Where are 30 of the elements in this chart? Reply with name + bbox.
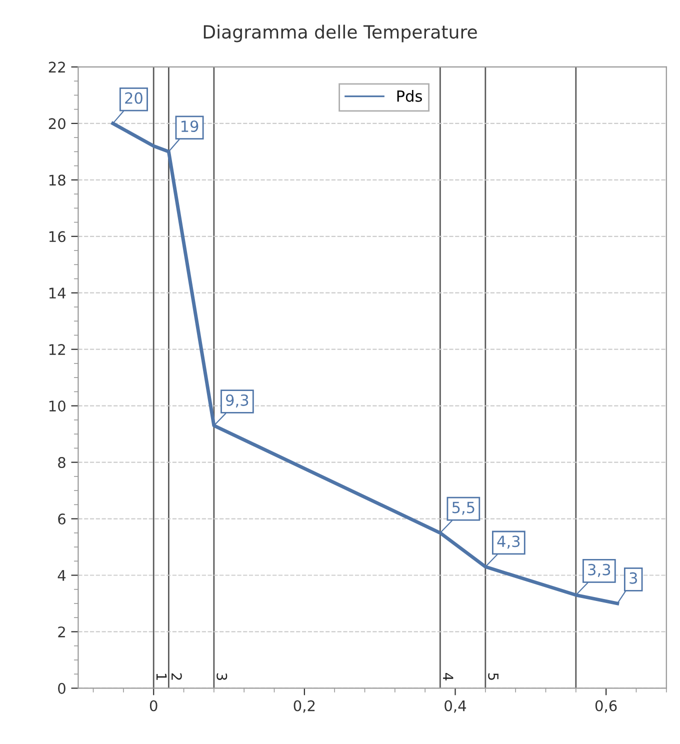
legend-label: Pds [397, 90, 422, 102]
chart-title: Diagramma delle Temperature [204, 24, 477, 42]
data-label: 4,3 [497, 536, 520, 549]
y-tick-label: 4 [58, 570, 66, 581]
annotation: 4 [443, 672, 454, 680]
y-tick-label: 12 [49, 344, 65, 355]
y-tick-label: 14 [49, 288, 66, 298]
y-tick-label: 20 [48, 118, 66, 130]
y-tick-label: 16 [49, 231, 66, 242]
y-tick-label: 22 [48, 62, 65, 72]
data-label: 3,3 [588, 564, 610, 577]
x-tick-label: 0,6 [595, 700, 617, 713]
data-label: 5,5 [452, 502, 474, 515]
annotation: 1 [156, 674, 167, 680]
x-tick-label: 0 [150, 700, 158, 712]
data-label: 3 [630, 572, 637, 584]
data-label: 19 [181, 120, 198, 132]
y-tick-label: 2 [58, 626, 65, 638]
data-label: 9,3 [226, 394, 248, 408]
y-tick-label: 8 [58, 457, 66, 468]
annotation: 3 [216, 673, 228, 680]
y-tick-label: 10 [49, 400, 66, 412]
annotation: 5 [488, 673, 498, 680]
y-tick-label: 18 [49, 174, 66, 186]
annotation: 2 [172, 673, 182, 680]
y-tick-label: 0 [58, 682, 66, 694]
x-tick-label: 0,4 [444, 700, 466, 713]
data-label: 20 [125, 92, 142, 104]
y-tick-label: 6 [58, 513, 66, 525]
x-tick-label: 0,2 [294, 700, 315, 713]
